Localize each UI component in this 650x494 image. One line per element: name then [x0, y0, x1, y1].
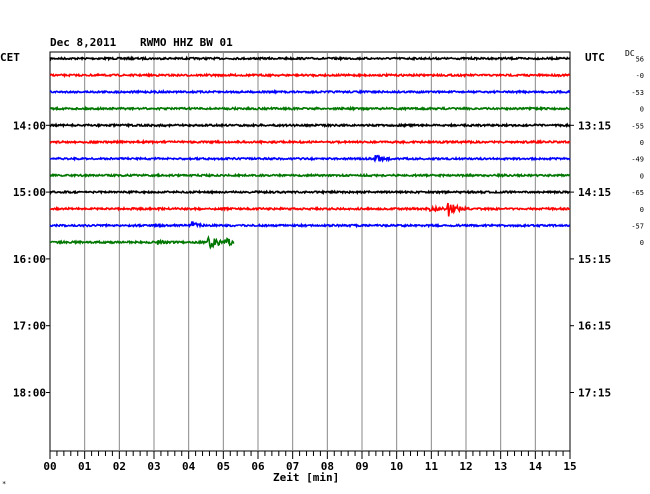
seismic-trace: [49, 138, 571, 146]
seismic-trace: [50, 105, 571, 112]
cet-tick-label: 18:00: [13, 387, 46, 400]
x-tick-label: 03: [147, 460, 160, 473]
seismic-trace: [49, 55, 571, 62]
plot-grid: [49, 51, 571, 452]
cet-tick-label: 15:00: [13, 186, 46, 199]
seismic-trace: [49, 154, 571, 164]
dc-offset-label: -0: [636, 72, 644, 80]
x-tick-label: 05: [217, 460, 230, 473]
trace-layer: [49, 55, 571, 250]
dc-offset-label: -65: [631, 189, 644, 197]
dc-offset-label: -49: [631, 156, 644, 164]
x-tick-label: 08: [321, 460, 334, 473]
axis-layer: 00 01 02 03 04 05 06 07 08 09 10 11 12 13 14 1514:0015:…: [13, 56, 644, 474]
dc-offset-label: 0: [640, 139, 644, 147]
seismic-trace: [49, 189, 571, 196]
x-tick-label: 00: [43, 460, 56, 473]
x-tick-label: 04: [182, 460, 196, 473]
cet-tick-label: 16:00: [13, 253, 46, 266]
chart-date: Dec 8,2011: [50, 36, 117, 49]
x-tick-label: 01: [78, 460, 92, 473]
seismic-trace: [49, 220, 571, 229]
x-tick-label: 07: [286, 460, 299, 473]
seismic-trace: [49, 172, 571, 179]
x-tick-label: 12: [459, 460, 472, 473]
utc-tick-label: 17:15: [578, 387, 611, 400]
seismic-trace: [49, 88, 571, 95]
dc-offset-label: -57: [631, 223, 644, 231]
dc-offset-label: 0: [640, 239, 644, 247]
seismic-trace: [49, 122, 571, 129]
chart-station: RWMO HHZ BW 01: [140, 36, 233, 49]
seismic-trace: [50, 202, 571, 217]
x-tick-label: 06: [251, 460, 265, 473]
x-tick-label: 15: [563, 460, 576, 473]
utc-tick-label: 14:15: [578, 186, 611, 199]
dc-offset-label: -53: [631, 89, 644, 97]
right-timezone-label: UTC: [585, 51, 605, 64]
utc-tick-label: 16:15: [578, 320, 611, 333]
x-tick-label: 09: [355, 460, 368, 473]
dc-offset-label: -55: [631, 122, 644, 130]
left-timezone-label: CET: [0, 51, 20, 64]
x-tick-label: 11: [425, 460, 439, 473]
cet-tick-label: 14:00: [13, 119, 46, 132]
x-axis-title: Zeit [min]: [273, 471, 339, 484]
dc-label: DC: [625, 49, 635, 58]
utc-tick-label: 15:15: [578, 253, 611, 266]
dc-offset-label: 0: [640, 172, 644, 180]
x-tick-label: 14: [529, 460, 543, 473]
x-tick-label: 13: [494, 460, 507, 473]
utc-tick-label: 13:15: [578, 119, 611, 132]
footnote-mark: *: [2, 480, 6, 488]
seismic-trace: [49, 234, 235, 250]
dc-offset-label: 0: [640, 206, 644, 214]
dc-offset-label: 56: [636, 56, 644, 64]
dc-offset-label: 0: [640, 106, 644, 114]
x-tick-label: 02: [113, 460, 126, 473]
cet-tick-label: 17:00: [13, 320, 46, 333]
seismic-trace: [49, 72, 570, 79]
x-tick-label: 10: [390, 460, 403, 473]
plot-frame: [49, 51, 571, 452]
